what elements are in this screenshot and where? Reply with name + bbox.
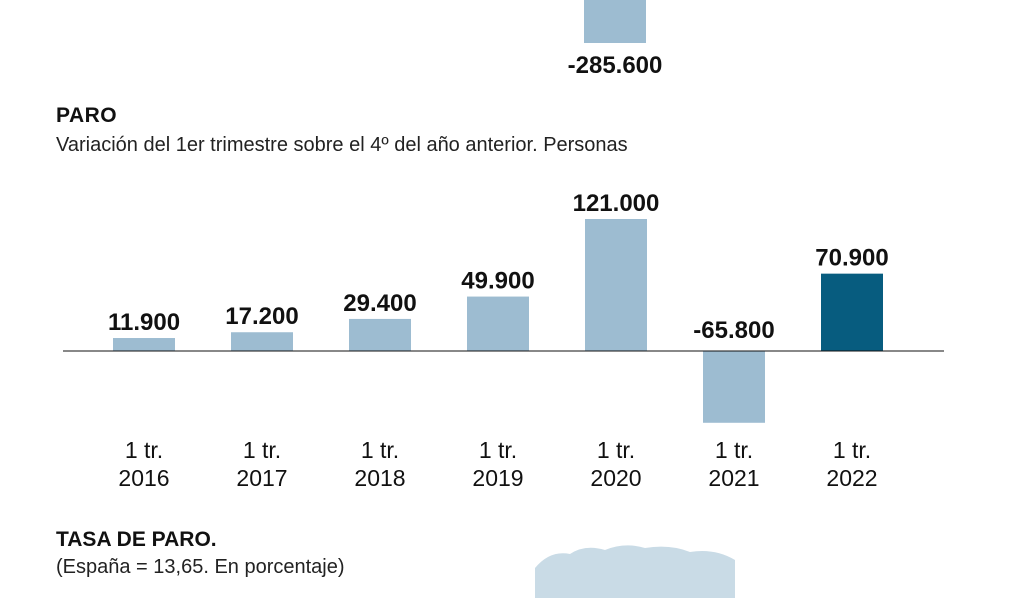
bar-2020 [585, 219, 647, 351]
category-label-2017: 1 tr. 2017 [236, 437, 287, 491]
value-label-2016: 11.900 [108, 309, 180, 336]
next-section-title: TASA DE PARO. [56, 528, 217, 551]
bar-2019 [467, 296, 529, 351]
value-label-2022: 70.900 [815, 245, 888, 272]
chart-subtitle: Variación del 1er trimestre sobre el 4º … [56, 134, 628, 156]
value-label-2019: 49.900 [461, 268, 534, 295]
bar-2016 [113, 338, 175, 351]
bar-2017 [231, 332, 293, 351]
bar-2022 [821, 273, 883, 351]
chart-title: PARO [56, 104, 118, 127]
value-label-2018: 29.400 [343, 290, 416, 317]
previous-chart-value-label: -285.600 [567, 52, 663, 79]
map-preview [535, 545, 735, 598]
category-label-2018: 1 tr. 2018 [354, 437, 405, 491]
value-label-2021: -65.800 [693, 317, 774, 344]
category-label-2021: 1 tr. 2021 [708, 437, 759, 491]
bar-chart: 11.900 1 tr. 2016 17.200 1 tr. 2017 29.400 1 tr… [63, 190, 944, 491]
category-label-2016: 1 tr. 2016 [118, 437, 169, 491]
bar-2018 [349, 318, 411, 351]
category-label-2022: 1 tr. 2022 [826, 437, 877, 491]
category-label-2020: 1 tr. 2020 [590, 437, 641, 491]
bar-2021 [703, 351, 765, 423]
previous-chart-bar [584, 0, 646, 43]
value-label-2020: 121.000 [573, 190, 660, 217]
category-label-2019: 1 tr. 2019 [472, 437, 523, 491]
value-label-2017: 17.200 [225, 303, 298, 330]
